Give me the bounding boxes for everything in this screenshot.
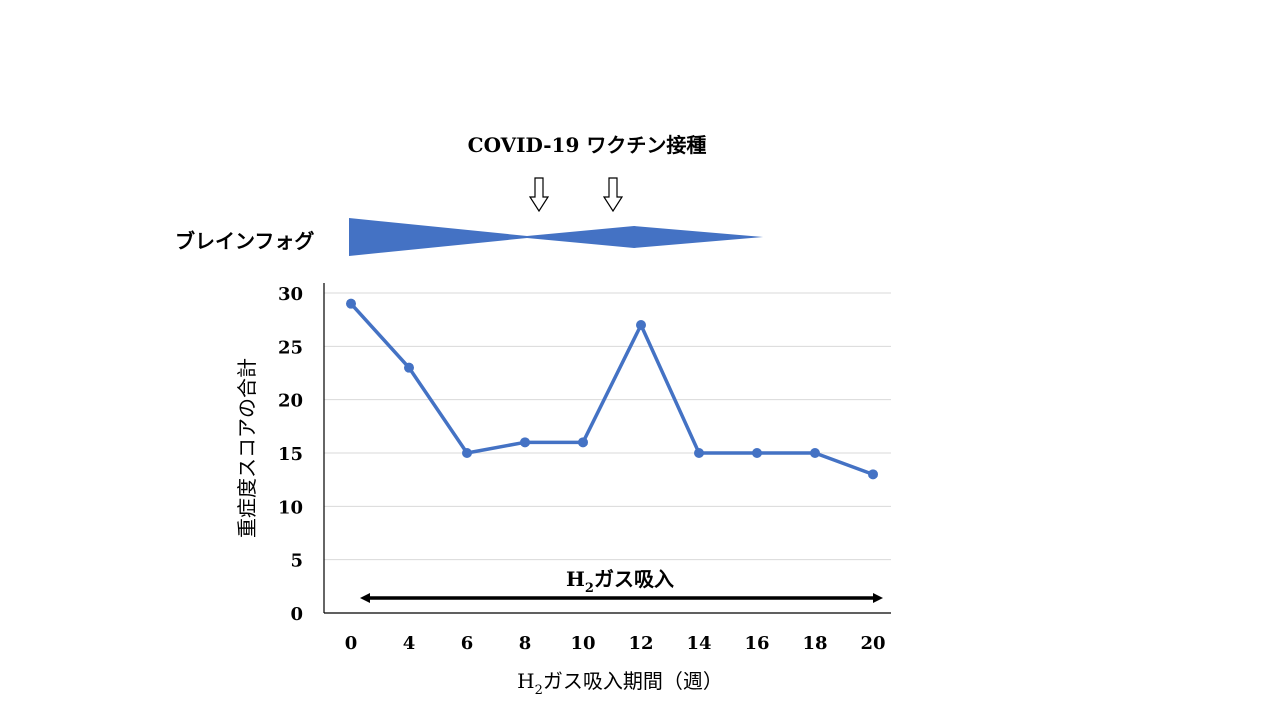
x-tick-label: 20 [860, 633, 885, 654]
x-tick-label: 14 [686, 633, 711, 654]
y-tick-label: 30 [278, 284, 303, 305]
vaccination-label: COVID-19 ワクチン接種 [468, 133, 707, 157]
x-tick-label: 16 [744, 633, 769, 654]
data-point [346, 298, 356, 309]
y-tick-label: 25 [278, 337, 303, 358]
y-tick-label: 10 [278, 497, 303, 518]
x-tick-label: 12 [628, 633, 653, 654]
brain-fog-label: ブレインフォグ [175, 229, 314, 253]
data-point [578, 437, 588, 448]
vaccine-arrow-icon-2 [602, 177, 624, 213]
data-point [868, 469, 878, 480]
gridlines [324, 292, 891, 561]
data-point [694, 448, 704, 458]
y-tick-label: 15 [278, 444, 303, 465]
x-axis-title: H2ガス吸入期間（週） [517, 669, 723, 698]
x-tick-label: 4 [403, 633, 416, 654]
data-point [404, 362, 414, 373]
x-tick-label: 18 [802, 633, 827, 654]
data-point [520, 437, 530, 448]
x-axis-tick-labels: 0 4 6 8 10 12 14 16 18 20 [345, 633, 886, 654]
x-tick-label: 0 [345, 633, 358, 654]
vaccine-arrow-icon-1 [528, 177, 550, 213]
data-point [810, 448, 820, 458]
series-line [349, 302, 874, 476]
data-point [462, 448, 472, 458]
x-tick-label: 8 [519, 633, 532, 654]
y-tick-label: 5 [290, 551, 303, 572]
data-point [636, 320, 646, 330]
brain-fog-band [349, 218, 763, 256]
y-axis-title: 重症度スコアの合計 [235, 358, 259, 538]
data-point [752, 448, 762, 458]
h2-period-label: H2ガス吸入 [566, 567, 674, 596]
y-axis-tick-labels: 0 5 10 15 20 25 30 [278, 284, 303, 625]
y-tick-label: 20 [278, 391, 303, 412]
y-tick-label: 0 [290, 604, 303, 625]
x-tick-label: 6 [461, 633, 474, 654]
h2-period-bar [360, 593, 883, 603]
x-tick-label: 10 [570, 633, 595, 654]
data-points [346, 298, 878, 480]
